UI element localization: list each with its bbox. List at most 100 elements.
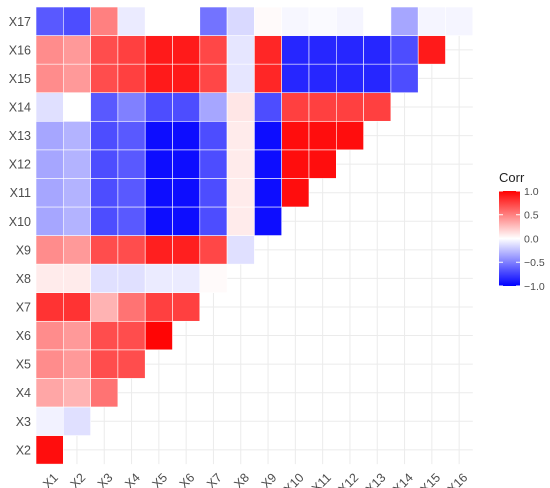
heatmap-cell-X3-X5 bbox=[90, 349, 119, 379]
heatmap-cell-X6-X15 bbox=[172, 63, 201, 94]
y-tick-label: X16 bbox=[9, 43, 31, 57]
heatmap-cell-X9-X10 bbox=[254, 206, 282, 236]
heatmap-cell-X8-X13 bbox=[226, 120, 255, 151]
heatmap-cell-X14-X16 bbox=[390, 35, 419, 65]
heatmap-cell-X8-X14 bbox=[226, 92, 255, 122]
heatmap-cell-X14-X15 bbox=[390, 63, 419, 94]
heatmap-cell-X5-X16 bbox=[144, 35, 173, 65]
heatmap-cell-X7-X17 bbox=[199, 6, 228, 36]
y-axis-tick-labels: X2 X3 X4 X5 X6 X7 X8 X9 X10 X11 X12 X13 X14 X15 X16 X17 bbox=[9, 15, 31, 458]
heatmap-cell-X11-X15 bbox=[308, 63, 337, 94]
heatmap-cell-X11-X14 bbox=[308, 92, 337, 122]
heatmap-cell-X1-X17 bbox=[35, 6, 64, 36]
y-tick-label: X17 bbox=[9, 15, 31, 29]
y-tick-label: X6 bbox=[16, 329, 31, 343]
x-tick-label: X10 bbox=[281, 471, 307, 488]
heatmap-cell-X2-X6 bbox=[62, 320, 91, 351]
legend-title: Corr bbox=[499, 170, 525, 185]
heatmap-cell-X2-X10 bbox=[62, 206, 91, 236]
x-tick-label: X13 bbox=[363, 471, 389, 488]
heatmap-cell-X8-X17 bbox=[226, 6, 255, 36]
heatmap-cell-X2-X5 bbox=[62, 349, 91, 379]
heatmap-cell-X4-X13 bbox=[117, 120, 146, 151]
x-tick-label: X4 bbox=[122, 471, 143, 488]
heatmap-cell-X1-X10 bbox=[35, 206, 64, 236]
heatmap-cell-X5-X14 bbox=[144, 92, 173, 122]
heatmap-cell-X6-X8 bbox=[172, 263, 201, 294]
heatmap-cell-X12-X13 bbox=[335, 120, 364, 151]
x-tick-label: X15 bbox=[418, 471, 444, 488]
heatmap-cell-X6-X7 bbox=[172, 292, 201, 322]
heatmap-cell-X2-X17 bbox=[62, 6, 91, 36]
heatmap-cell-X7-X10 bbox=[199, 206, 228, 236]
heatmap-cell-X3-X4 bbox=[90, 378, 119, 408]
heatmap-cell-X1-X11 bbox=[35, 178, 64, 208]
x-tick-label: X5 bbox=[149, 471, 170, 488]
heatmap-cell-X4-X10 bbox=[117, 206, 146, 236]
x-tick-label: X16 bbox=[445, 471, 471, 488]
heatmap-cell-X8-X11 bbox=[226, 178, 255, 208]
x-tick-label: X9 bbox=[259, 471, 280, 488]
heatmap-cell-X4-X5 bbox=[117, 349, 146, 379]
heatmap-cell-X7-X9 bbox=[199, 235, 228, 265]
y-tick-label: X2 bbox=[16, 443, 31, 457]
heatmap-cell-X12-X16 bbox=[335, 35, 364, 65]
y-tick-label: X4 bbox=[16, 386, 31, 400]
heatmap-cell-X5-X9 bbox=[144, 235, 173, 265]
heatmap-cell-X3-X13 bbox=[90, 120, 119, 151]
heatmap-cell-X9-X16 bbox=[254, 35, 282, 65]
heatmap-cell-X5-X8 bbox=[144, 263, 173, 294]
heatmap-cell-X9-X13 bbox=[254, 120, 282, 151]
y-tick-label: X15 bbox=[9, 72, 31, 86]
heatmap-cell-X2-X9 bbox=[62, 235, 91, 265]
heatmap-cell-X1-X9 bbox=[35, 235, 64, 265]
legend-tick-label: 1.0 bbox=[524, 186, 539, 198]
heatmap-cell-X7-X12 bbox=[199, 149, 228, 179]
heatmap-cell-X5-X10 bbox=[144, 206, 173, 236]
heatmap-cell-X6-X14 bbox=[172, 92, 201, 122]
heatmap-cell-X11-X12 bbox=[308, 149, 337, 179]
heatmap-cell-X3-X7 bbox=[90, 292, 119, 322]
heatmap-cell-X13-X16 bbox=[363, 35, 392, 65]
heatmap-cell-X12-X17 bbox=[335, 6, 364, 36]
y-tick-label: X12 bbox=[9, 158, 31, 172]
heatmap-cell-X10-X15 bbox=[281, 63, 310, 94]
y-tick-label: X5 bbox=[16, 358, 31, 372]
x-axis-tick-labels: X1 X2 X3 X4 X5 X6 X7 X8 X9 X10 X11 X12 X13 X14 X15 X16 bbox=[40, 471, 470, 488]
y-tick-label: X13 bbox=[9, 129, 31, 143]
heatmap-cell-X6-X12 bbox=[172, 149, 201, 179]
heatmap-cell-X6-X9 bbox=[172, 235, 201, 265]
heatmap-cell-X13-X17 bbox=[363, 6, 392, 36]
heatmap-cell-X1-X13 bbox=[35, 120, 64, 151]
heatmap-cell-X2-X4 bbox=[62, 378, 91, 408]
legend-tick-label: −1.0 bbox=[524, 281, 545, 293]
heatmap-cell-X13-X14 bbox=[363, 92, 392, 122]
heatmap-cell-X1-X16 bbox=[35, 35, 64, 65]
heatmap-cell-X7-X14 bbox=[199, 92, 228, 122]
heatmap-cell-X10-X16 bbox=[281, 35, 310, 65]
heatmap-cell-X1-X2 bbox=[35, 435, 64, 465]
heatmap-cell-X2-X14 bbox=[62, 92, 91, 122]
heatmap-cell-X1-X14 bbox=[35, 92, 64, 122]
heatmap-cell-X4-X9 bbox=[117, 235, 146, 265]
heatmap-cell-X9-X14 bbox=[254, 92, 282, 122]
heatmap-cell-X5-X17 bbox=[144, 6, 173, 36]
heatmap-cell-X3-X11 bbox=[90, 178, 119, 208]
heatmap-cell-X1-X4 bbox=[35, 378, 64, 408]
heatmap-cell-X10-X11 bbox=[281, 178, 310, 208]
heatmap-cell-X10-X12 bbox=[281, 149, 310, 179]
heatmap-cell-X9-X15 bbox=[254, 63, 282, 94]
legend-tick-label: 0.5 bbox=[524, 210, 539, 222]
color-legend: Corr 1.0 0.5 0.0 −0.5 −1.0 bbox=[499, 170, 545, 293]
heatmap-cell-X4-X16 bbox=[117, 35, 146, 65]
heatmap-cell-X2-X12 bbox=[62, 149, 91, 179]
heatmap-cell-X4-X17 bbox=[117, 6, 146, 36]
heatmap-cell-X4-X8 bbox=[117, 263, 146, 294]
heatmap-cell-X2-X16 bbox=[62, 35, 91, 65]
x-tick-label: X12 bbox=[336, 471, 362, 488]
heatmap-cell-X15-X16 bbox=[417, 35, 446, 65]
x-tick-label: X14 bbox=[390, 471, 416, 488]
y-tick-label: X14 bbox=[9, 100, 31, 114]
heatmap-cell-X12-X14 bbox=[335, 92, 364, 122]
heatmap-cell-X4-X7 bbox=[117, 292, 146, 322]
